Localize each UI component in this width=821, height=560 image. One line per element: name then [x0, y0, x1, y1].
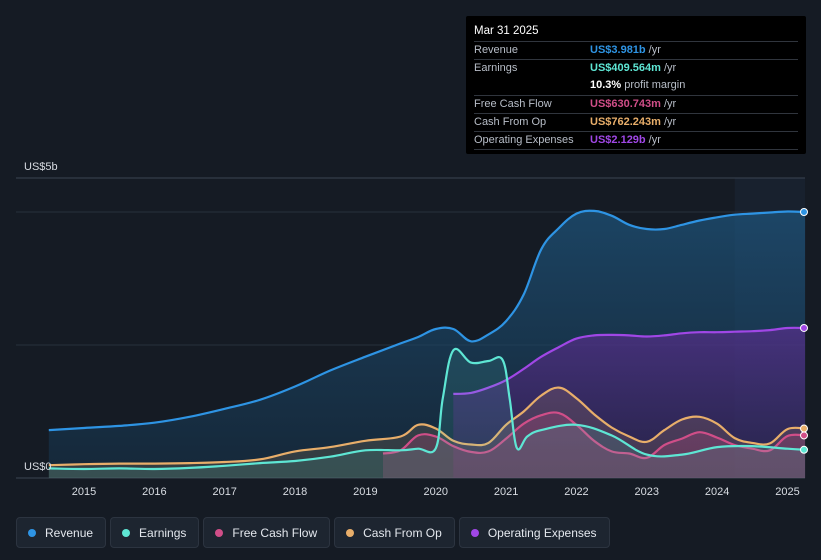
tooltip-row-opex: Operating Expenses US$2.129b /yr [474, 130, 798, 151]
financial-chart: 2015 2016 2017 2018 2019 2020 2021 2022 2023 2024… [16, 161, 808, 498]
x-tick-2024: 2024 [705, 486, 729, 498]
y-label-top: US$5b [24, 161, 58, 173]
area-earnings [48, 348, 806, 478]
legend-item-opex[interactable]: Operating Expenses [458, 517, 610, 548]
x-tick-2019: 2019 [353, 486, 377, 498]
tooltip-margin-text: profit margin [624, 79, 686, 92]
line-cfo [48, 386, 806, 467]
tooltip: Mar 31 2025 Revenue US$3.981b /yr Earnin… [466, 16, 806, 154]
legend-dot-icon [28, 528, 36, 537]
tooltip-row-fcf: Free Cash Flow US$630.743m /yr [474, 94, 798, 113]
x-tick-2018: 2018 [283, 486, 307, 498]
line-earnings [48, 347, 806, 471]
tooltip-unit: /yr [648, 44, 661, 56]
end-marker-fcf [800, 431, 808, 440]
tooltip-row-cfo: Cash From Op US$762.243m /yr [474, 112, 798, 131]
tooltip-date: Mar 31 2025 [474, 25, 539, 37]
x-tick-2022: 2022 [564, 486, 588, 498]
end-marker-opex [800, 323, 808, 332]
tooltip-row-earnings: Earnings US$409.564m /yr [474, 59, 798, 77]
line-opex [453, 326, 806, 395]
area-cfo [48, 387, 806, 478]
tooltip-label: Free Cash Flow [474, 97, 552, 110]
area-opex [453, 327, 806, 478]
legend-item-revenue[interactable]: Revenue [16, 517, 107, 548]
x-tick-labels: 2015 2016 2017 2018 2019 2020 2021 2022 2023 2024… [72, 486, 800, 498]
area-fcf [382, 412, 806, 478]
legend-label: Operating Expenses [487, 525, 597, 540]
tooltip-value: US$3.981b [590, 44, 646, 56]
tooltip-unit: /yr [648, 133, 661, 146]
legend-item-cfo[interactable]: Cash From Op [334, 517, 455, 548]
x-tick-2025: 2025 [775, 486, 799, 498]
tooltip-value: US$762.243m [590, 115, 661, 128]
legend: Revenue Earnings Free Cash Flow Cash Fro… [16, 517, 610, 549]
line-revenue [48, 209, 806, 432]
x-tick-2023: 2023 [635, 486, 659, 498]
end-marker-cfo [800, 424, 808, 433]
tooltip-label: Cash From Op [474, 115, 547, 128]
tooltip-label: Operating Expenses [474, 133, 574, 146]
legend-dot-icon [215, 528, 224, 537]
legend-dot-icon [346, 528, 355, 537]
legend-item-fcf[interactable]: Free Cash Flow [203, 517, 331, 548]
tooltip-value: US$409.564m [590, 62, 661, 75]
tooltip-unit: /yr [663, 97, 677, 110]
end-marker-earnings [800, 445, 808, 454]
tooltip-margin-value: 10.3% [590, 79, 622, 92]
tooltip-value: US$630.743m [590, 97, 661, 110]
x-tick-2020: 2020 [424, 486, 448, 498]
legend-item-earnings[interactable]: Earnings [110, 517, 200, 548]
tooltip-unit: /yr [663, 62, 677, 75]
series-layer [48, 208, 808, 478]
legend-label: Free Cash Flow [232, 525, 318, 540]
tooltip-label: Revenue [474, 44, 519, 56]
tooltip-unit: /yr [663, 115, 677, 128]
tooltip-row-margin: 10.3% profit margin [474, 77, 798, 94]
x-tick-2021: 2021 [494, 486, 518, 498]
tooltip-row-revenue: Revenue US$3.981b /yr [474, 41, 798, 59]
legend-dot-icon [122, 528, 131, 537]
legend-dot-icon [470, 528, 479, 537]
x-tick-2017: 2017 [212, 486, 236, 498]
x-tick-2016: 2016 [142, 486, 166, 498]
tooltip-value: US$2.129b [590, 133, 646, 146]
legend-label: Earnings [139, 525, 187, 540]
x-tick-2015: 2015 [72, 486, 96, 498]
legend-label: Cash From Op [363, 525, 442, 540]
legend-label: Revenue [45, 525, 94, 540]
end-marker-revenue [800, 208, 808, 216]
y-label-bottom: US$0 [24, 461, 52, 473]
tooltip-label: Earnings [474, 62, 518, 75]
